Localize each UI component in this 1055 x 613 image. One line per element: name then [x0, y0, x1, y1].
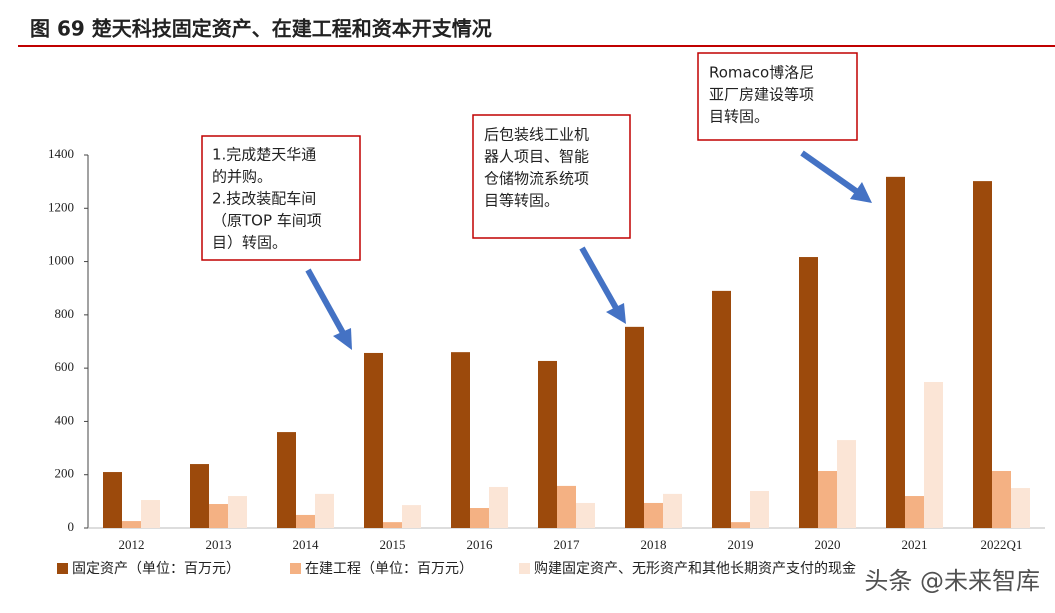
y-tick-label: 400	[55, 412, 75, 427]
legend-label: 固定资产（单位：百万元）	[72, 561, 240, 577]
x-tick-label: 2022Q1	[981, 537, 1023, 552]
bar	[277, 432, 296, 528]
bar	[576, 502, 595, 528]
annotation-text: 仓储物流系统项	[484, 170, 589, 188]
bar	[103, 472, 122, 528]
y-tick-label: 1200	[48, 199, 74, 214]
arrow	[305, 268, 346, 335]
x-tick-label: 2012	[119, 537, 145, 552]
x-tick-label: 2018	[641, 537, 667, 552]
bar	[228, 496, 247, 528]
annotation-text: （原TOP 车间项	[212, 212, 322, 230]
arrows	[305, 150, 872, 350]
annotation-text: 后包装线工业机	[484, 126, 589, 144]
x-tick-label: 2015	[380, 537, 406, 552]
legend-label: 在建工程（单位：百万元）	[305, 561, 473, 577]
bar	[557, 485, 576, 528]
legend-label: 购建固定资产、无形资产和其他长期资产支付的现金	[534, 561, 856, 577]
x-tick-label: 2013	[206, 537, 232, 552]
y-tick-label: 0	[68, 519, 75, 534]
x-tick-label: 2020	[815, 537, 841, 552]
bar	[837, 440, 856, 528]
arrow-head	[606, 303, 626, 324]
bar	[731, 522, 750, 528]
bar	[750, 490, 769, 528]
y-tick-label: 200	[55, 466, 75, 481]
legend-swatch	[290, 563, 301, 574]
arrow	[579, 246, 619, 310]
annotation-text: Romaco博洛尼	[709, 64, 814, 82]
bar	[538, 360, 557, 528]
legend-swatch	[519, 563, 530, 574]
y-tick-label: 1000	[48, 253, 74, 268]
bar	[402, 505, 421, 528]
bar	[383, 522, 402, 528]
bar	[470, 508, 489, 528]
x-tick-label: 2021	[902, 537, 928, 552]
bar	[644, 502, 663, 528]
arrow	[800, 150, 858, 194]
annotation-text: 1.完成楚天华通	[212, 146, 316, 164]
bar	[209, 504, 228, 528]
arrow-head	[333, 328, 352, 350]
bar	[973, 181, 992, 529]
bar	[122, 521, 141, 528]
bar	[992, 470, 1011, 528]
bar	[799, 257, 818, 528]
y-tick-label: 800	[55, 306, 75, 321]
x-tick-label: 2017	[554, 537, 581, 552]
annotation-box	[697, 52, 858, 141]
y-tick-label: 1400	[48, 146, 74, 161]
annotation-box	[201, 135, 361, 261]
bar	[663, 493, 682, 528]
bar	[924, 381, 943, 528]
bar	[818, 470, 837, 528]
bar	[315, 493, 334, 528]
annotation-text: 2.技改装配车间	[212, 190, 316, 208]
y-tick-label: 600	[55, 359, 75, 374]
chart-title: 图 69 楚天科技固定资产、在建工程和资本开支情况	[30, 17, 492, 41]
bar	[712, 290, 731, 528]
bar	[905, 496, 924, 528]
bar	[886, 176, 905, 528]
annotation-text: 器人项目、智能	[484, 148, 589, 166]
x-tick-label: 2016	[467, 537, 494, 552]
annotation-text: 目转固。	[709, 108, 769, 126]
annotation-text: 的并购。	[212, 168, 272, 186]
legend-swatch	[57, 563, 68, 574]
bar	[141, 500, 160, 528]
bar	[451, 352, 470, 528]
bar	[625, 326, 644, 528]
x-tick-label: 2019	[728, 537, 754, 552]
bar	[364, 352, 383, 528]
bar	[190, 464, 209, 528]
bar	[1011, 488, 1030, 528]
annotation-text: 目等转固。	[484, 192, 559, 210]
x-tick-label: 2014	[293, 537, 320, 552]
bar	[296, 514, 315, 528]
annotation-text: 目）转固。	[212, 234, 287, 252]
watermark: 头条 @未来智库	[864, 567, 1040, 595]
bar	[489, 486, 508, 528]
arrow-head	[850, 182, 872, 203]
annotation-text: 亚厂房建设等项	[709, 86, 814, 104]
annotation-box	[472, 114, 631, 239]
